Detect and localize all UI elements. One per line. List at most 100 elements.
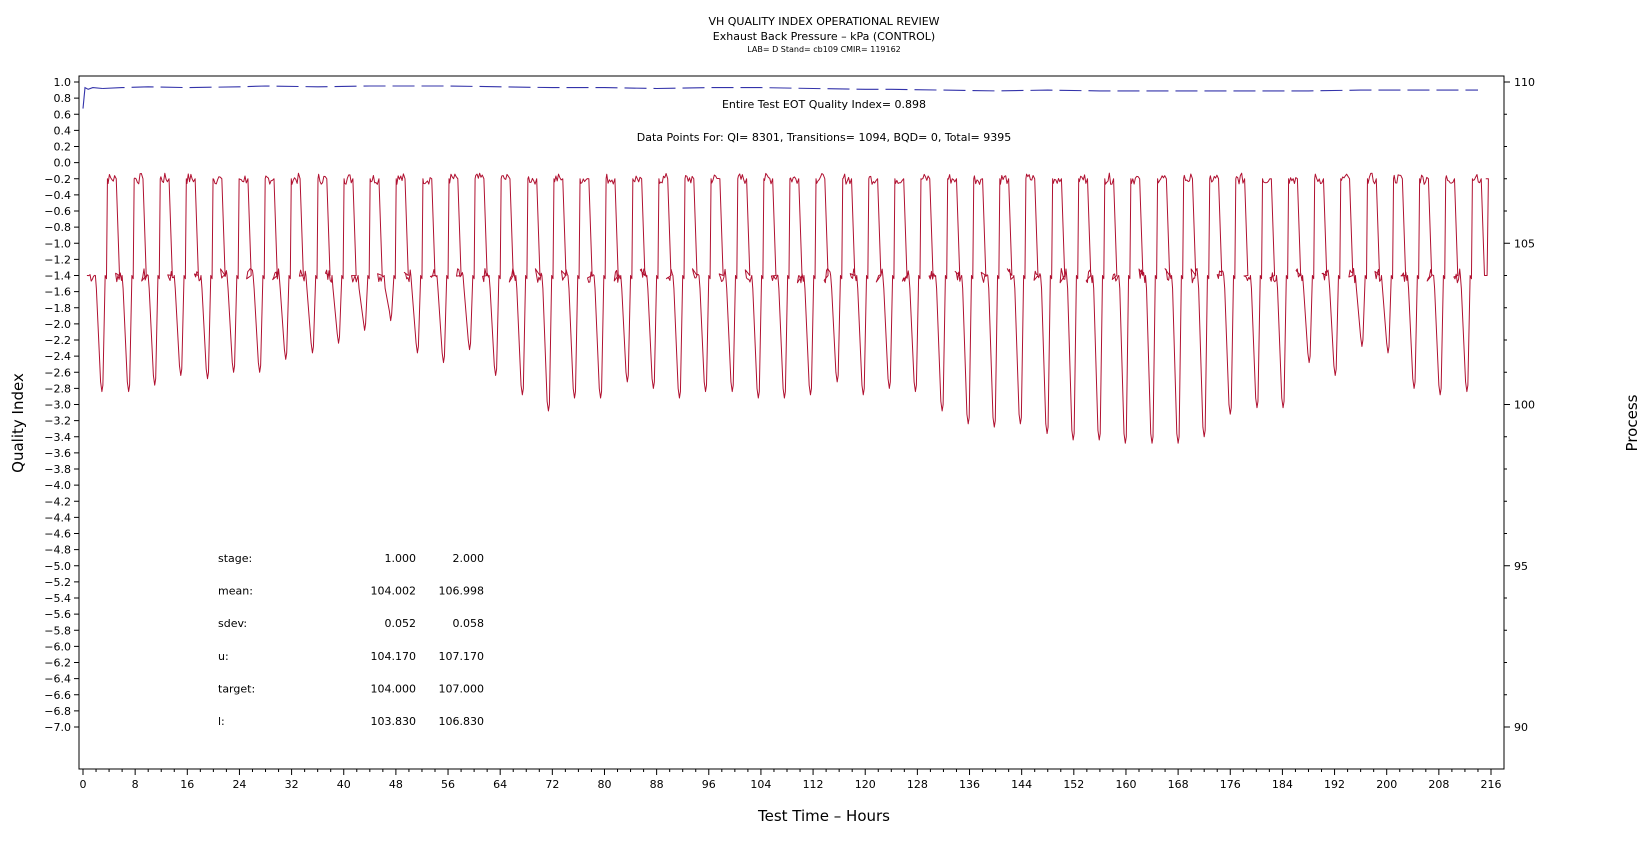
left-y-tick-label: 0.4 — [54, 124, 72, 137]
data-points-annotation: Data Points For: QI= 8301, Transitions= … — [637, 131, 1012, 144]
stats-row-value-2: 107.170 — [439, 650, 485, 663]
left-y-axis-ticks: 1.0 0.8 0.6 0.4 0.2 0.0 −0.2 −0.4 −0.6 −0.8 −1.0 −1… — [44, 76, 79, 734]
chart-subtitle: Exhaust Back Pressure – kPa (CONTROL) — [713, 30, 935, 43]
quality-index-annotation: Entire Test EOT Quality Index= 0.898 — [722, 98, 926, 111]
left-y-tick-label: −2.8 — [44, 382, 71, 395]
x-axis-ticks: 0 8 16 24 32 40 48 56 64 72 80 88 96 104 112 120 128 136 1… — [80, 769, 1502, 791]
x-tick-label: 80 — [597, 778, 611, 791]
left-y-tick-label: −3.4 — [44, 431, 71, 444]
right-y-axis-ticks: 110 105 100 95 90 — [1504, 76, 1535, 734]
plot-frame — [78, 75, 1505, 770]
stats-row-value-2: 106.998 — [439, 585, 485, 598]
left-y-tick-label: −4.8 — [44, 544, 71, 557]
stats-table: stage: 1.000 2.000 mean: 104.002 106.998 sdev:… — [218, 552, 484, 728]
x-tick-label: 72 — [545, 778, 559, 791]
left-y-tick-label: −3.2 — [44, 415, 71, 428]
left-y-tick-label: −6.0 — [44, 640, 71, 653]
left-y-tick-label: −1.2 — [44, 253, 71, 266]
left-y-tick-label: −0.2 — [44, 173, 71, 186]
stats-row-label: u: — [218, 650, 229, 663]
x-tick-label: 64 — [493, 778, 507, 791]
left-y-tick-label: −5.2 — [44, 576, 71, 589]
chart-subsubtitle: LAB= D Stand= cb109 CMIR= 119162 — [747, 45, 901, 54]
left-y-tick-label: −3.8 — [44, 463, 71, 476]
left-y-tick-label: −2.0 — [44, 318, 71, 331]
left-y-tick-label: −5.8 — [44, 624, 71, 637]
left-y-tick-label: −3.0 — [44, 399, 71, 412]
quality-index-series-solid — [82, 86, 103, 109]
left-y-tick-label: −6.2 — [44, 657, 71, 670]
left-y-tick-label: 0.6 — [54, 108, 72, 121]
right-y-tick-label: 90 — [1514, 721, 1528, 734]
left-y-tick-label: −3.6 — [44, 447, 71, 460]
stats-row-label: sdev: — [218, 617, 247, 630]
x-tick-label: 0 — [80, 778, 87, 791]
left-y-tick-label: −2.6 — [44, 366, 71, 379]
stats-row-label: l: — [218, 715, 225, 728]
chart-title: VH QUALITY INDEX OPERATIONAL REVIEW — [708, 15, 939, 28]
left-y-tick-label: −2.2 — [44, 334, 71, 347]
x-tick-label: 192 — [1324, 778, 1345, 791]
x-tick-label: 120 — [855, 778, 876, 791]
right-y-tick-label: 100 — [1514, 399, 1535, 412]
stats-row-label: target: — [218, 682, 255, 695]
x-tick-label: 96 — [702, 778, 716, 791]
stats-row-value-1: 103.830 — [371, 715, 417, 728]
stats-row-value-1: 104.002 — [371, 585, 417, 598]
left-y-tick-label: 0.8 — [54, 92, 72, 105]
x-tick-label: 32 — [285, 778, 299, 791]
stats-row-label: stage: — [218, 552, 252, 565]
x-tick-label: 176 — [1220, 778, 1241, 791]
stats-row-value-2: 106.830 — [439, 715, 485, 728]
x-tick-label: 144 — [1011, 778, 1032, 791]
left-y-tick-label: −6.8 — [44, 705, 71, 718]
right-y-tick-label: 95 — [1514, 560, 1528, 573]
left-y-tick-label: −4.2 — [44, 495, 71, 508]
left-y-tick-label: −6.6 — [44, 689, 71, 702]
x-tick-label: 168 — [1168, 778, 1189, 791]
series-layer — [82, 85, 1489, 444]
stats-row-value-1: 104.000 — [371, 682, 417, 695]
right-y-axis-label: Process — [1623, 394, 1641, 451]
left-y-tick-label: −5.0 — [44, 560, 71, 573]
stats-row-value-1: 0.052 — [385, 617, 417, 630]
x-tick-label: 152 — [1063, 778, 1084, 791]
left-y-tick-label: 0.0 — [54, 157, 72, 170]
x-tick-label: 48 — [389, 778, 403, 791]
x-tick-label: 216 — [1481, 778, 1502, 791]
x-tick-label: 104 — [750, 778, 771, 791]
x-tick-label: 24 — [232, 778, 246, 791]
x-tick-label: 56 — [441, 778, 455, 791]
left-y-tick-label: −1.6 — [44, 286, 71, 299]
x-tick-label: 200 — [1376, 778, 1397, 791]
left-y-tick-label: −4.6 — [44, 528, 71, 541]
left-y-tick-label: −5.4 — [44, 592, 71, 605]
x-tick-label: 136 — [959, 778, 980, 791]
x-tick-label: 160 — [1115, 778, 1136, 791]
process-series — [86, 172, 1489, 444]
left-y-tick-label: −0.8 — [44, 221, 71, 234]
right-y-tick-label: 105 — [1514, 237, 1535, 250]
x-tick-label: 8 — [132, 778, 139, 791]
stats-row-value-2: 107.000 — [439, 682, 485, 695]
left-y-tick-label: −1.8 — [44, 302, 71, 315]
left-y-tick-label: −4.0 — [44, 479, 71, 492]
x-tick-label: 184 — [1272, 778, 1293, 791]
x-tick-label: 208 — [1428, 778, 1449, 791]
x-tick-label: 112 — [803, 778, 824, 791]
right-y-tick-label: 110 — [1514, 76, 1535, 89]
left-y-tick-label: −0.6 — [44, 205, 71, 218]
stats-row-value-1: 104.170 — [371, 650, 417, 663]
x-tick-label: 128 — [907, 778, 928, 791]
left-y-tick-label: −4.4 — [44, 511, 71, 524]
x-tick-label: 40 — [337, 778, 351, 791]
left-y-tick-label: −0.4 — [44, 189, 71, 202]
left-y-tick-label: 1.0 — [54, 76, 72, 89]
left-y-tick-label: −1.0 — [44, 237, 71, 250]
left-y-tick-label: −6.4 — [44, 673, 71, 686]
left-y-tick-label: −1.4 — [44, 270, 71, 283]
left-y-tick-label: −7.0 — [44, 721, 71, 734]
stats-row-value-2: 2.000 — [453, 552, 485, 565]
left-y-axis-label: Quality Index — [9, 373, 27, 473]
